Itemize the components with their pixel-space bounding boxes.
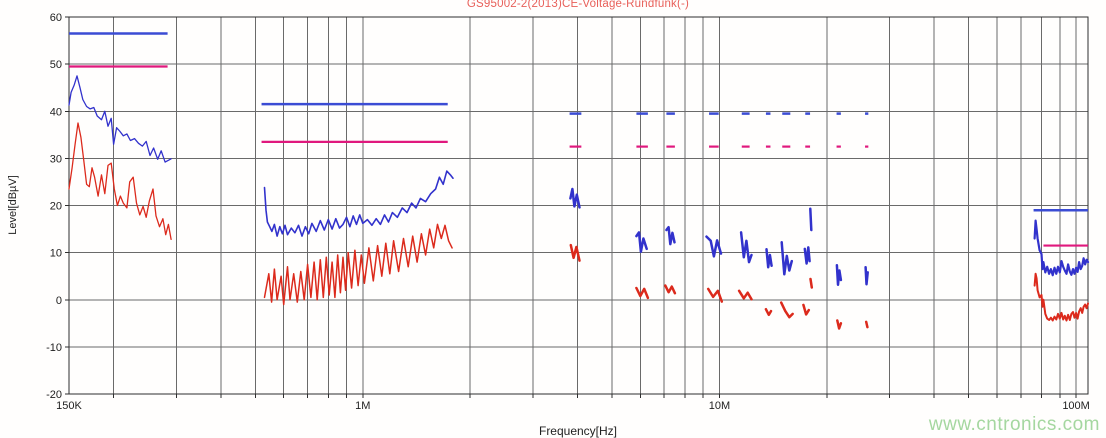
svg-text:60: 60 xyxy=(50,12,62,24)
svg-text:20: 20 xyxy=(50,201,62,213)
svg-text:40: 40 xyxy=(50,106,62,118)
x-tick-labels: 150K 1M 10M 100M xyxy=(56,400,1090,412)
svg-text:150K: 150K xyxy=(56,400,82,412)
watermark: www.cntronics.com xyxy=(928,414,1100,435)
svg-text:-20: -20 xyxy=(46,389,62,401)
svg-text:50: 50 xyxy=(50,59,62,71)
svg-text:10M: 10M xyxy=(709,400,730,412)
svg-text:10: 10 xyxy=(50,248,62,260)
svg-text:0: 0 xyxy=(56,295,62,307)
axis-ticks xyxy=(65,16,1077,398)
svg-text:1M: 1M xyxy=(355,400,370,412)
y-axis-title: Level[dBµV] xyxy=(7,175,19,235)
chart-title: GS95002-2(2013)CE-Voltage-Rundfunk(-) xyxy=(466,0,690,10)
average-limit-lines xyxy=(69,65,1088,247)
peak-limit-lines xyxy=(69,32,1088,212)
svg-text:100M: 100M xyxy=(1062,400,1090,412)
average-measurement-curve xyxy=(68,122,1089,330)
svg-text:30: 30 xyxy=(50,153,62,165)
y-tick-labels: 60 50 40 30 20 10 0 -10 -20 xyxy=(46,12,62,401)
x-axis-title: Frequency[Hz] xyxy=(538,424,618,438)
peak-measurement-curve xyxy=(68,75,1090,286)
svg-text:-10: -10 xyxy=(46,342,62,354)
